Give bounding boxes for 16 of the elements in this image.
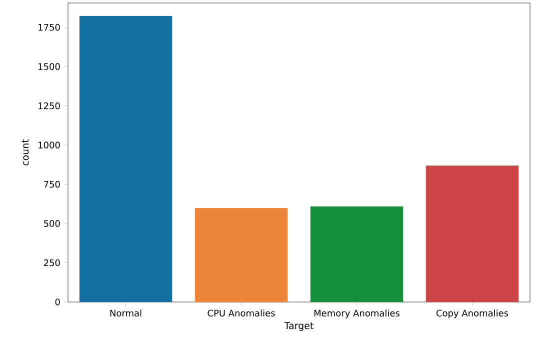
y-tick-label: 750	[44, 180, 60, 188]
bar	[194, 208, 288, 302]
y-tick-label: 0	[55, 298, 60, 306]
x-axis-title: Target	[284, 322, 314, 332]
x-tick-label: Normal	[110, 310, 142, 316]
y-tick-label: 1250	[38, 102, 60, 110]
y-tick-label: 500	[44, 220, 60, 227]
bar	[310, 206, 404, 302]
y-tick-label: 1750	[38, 24, 60, 31]
x-tick-label: Memory Anomalies	[314, 310, 400, 318]
y-axis-title: count	[22, 139, 29, 166]
x-tick-label: CPU Anomalies	[208, 310, 275, 316]
y-tick-label: 250	[44, 259, 60, 266]
y-tick-label: 1500	[38, 63, 60, 70]
x-tick-label: Copy Anomalies	[436, 310, 508, 318]
y-tick-label: 1000	[38, 142, 60, 148]
